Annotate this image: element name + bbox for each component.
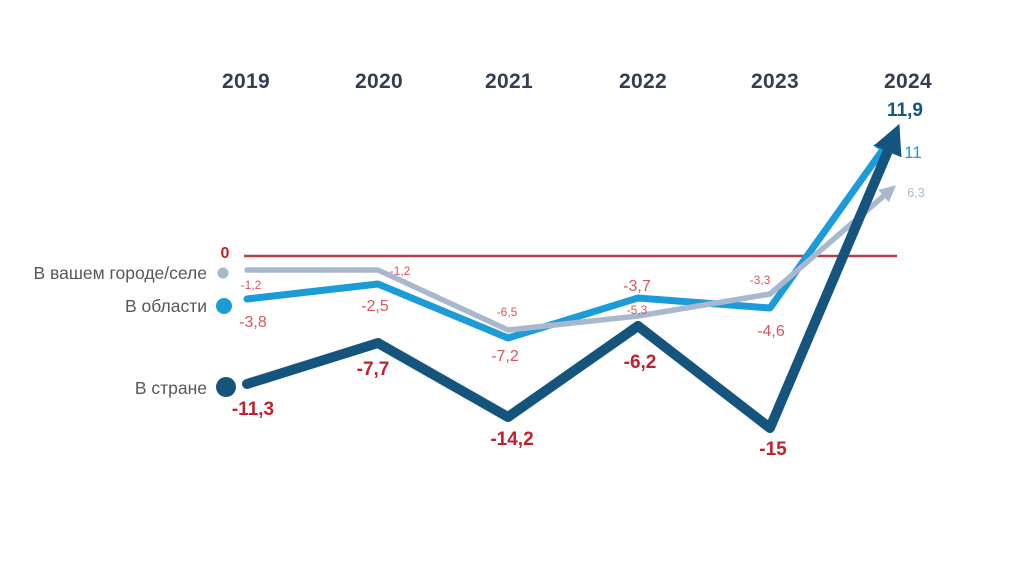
legend-dot-country	[216, 377, 236, 397]
year-label-2019: 2019	[222, 70, 270, 93]
legend-label-city: В вашем городе/селе	[34, 263, 208, 283]
series-line-region	[243, 134, 894, 342]
year-label-2021: 2021	[485, 70, 533, 93]
legend-label-region: В области	[125, 296, 207, 316]
value-label-region-2019: -3,8	[239, 314, 267, 331]
value-label-region-2021: -7,2	[491, 348, 519, 365]
zero-baseline-label: 0	[221, 245, 230, 262]
series-line-country	[242, 123, 902, 433]
year-label-2022: 2022	[619, 70, 667, 93]
legend-label-country: В стране	[135, 378, 207, 398]
value-label-country-2020: -7,7	[357, 359, 390, 380]
value-label-country-2024: 11,9	[887, 100, 923, 121]
value-label-city-2023: -3,3	[750, 273, 771, 287]
value-label-region-2024: 11	[904, 143, 922, 162]
series-line-city	[244, 185, 896, 333]
value-label-region-2023: -4,6	[757, 323, 785, 340]
value-label-country-2022: -6,2	[624, 352, 657, 373]
year-label-2020: 2020	[355, 70, 403, 93]
legend-dot-region	[216, 298, 232, 314]
value-label-city-2020: -1,2	[390, 264, 411, 278]
value-label-city-2024: 6,3	[907, 186, 924, 200]
year-label-2023: 2023	[751, 70, 799, 93]
value-label-city-2021: -6,5	[497, 305, 518, 319]
value-label-country-2019: -11,3	[232, 399, 274, 420]
value-label-region-2020: -2,5	[361, 298, 389, 315]
value-label-city-2022: -5,3	[627, 303, 648, 317]
value-label-country-2023: -15	[759, 439, 787, 460]
value-label-city-2019: -1,2	[241, 278, 262, 292]
year-label-2024: 2024	[884, 70, 932, 93]
value-label-region-2022: -3,7	[623, 278, 651, 295]
value-label-country-2021: -14,2	[490, 429, 533, 450]
legend-dot-city	[217, 267, 229, 279]
